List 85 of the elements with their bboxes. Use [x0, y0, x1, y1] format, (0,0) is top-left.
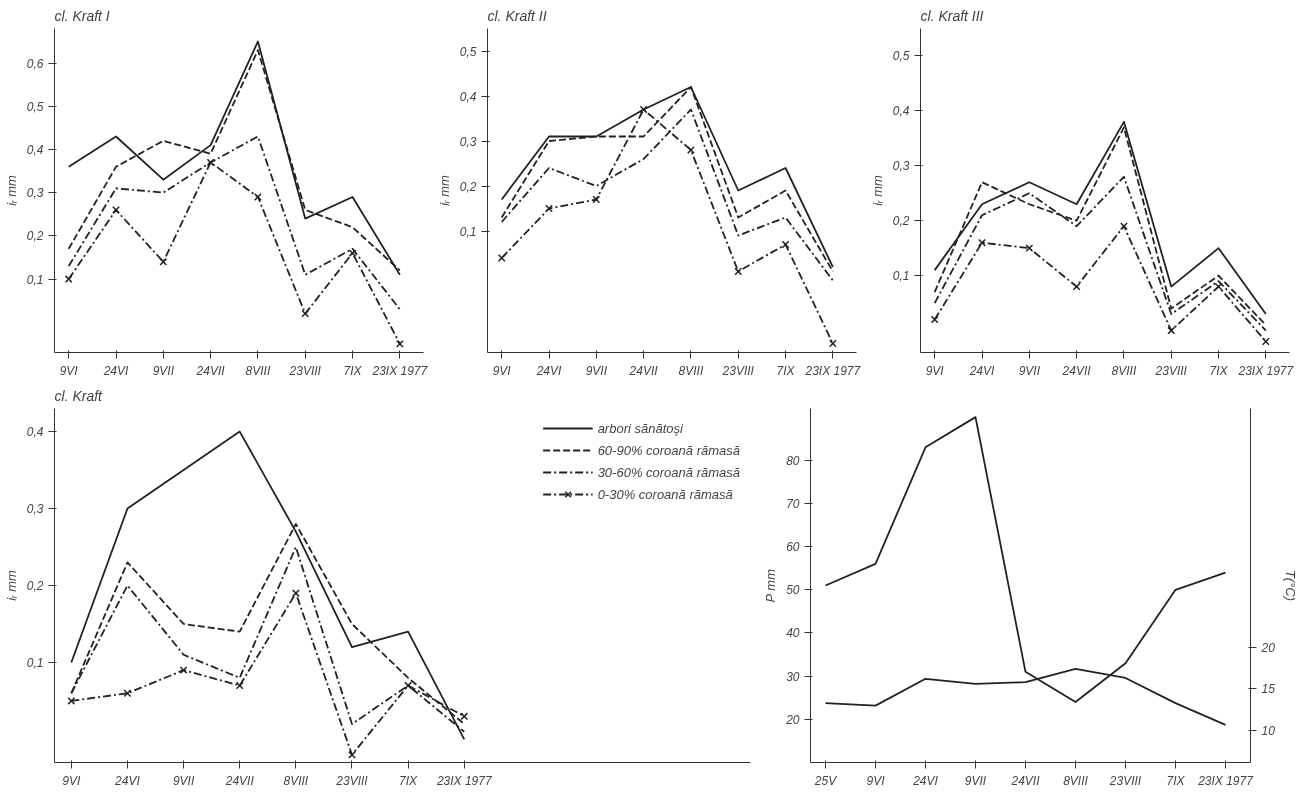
x-tick-label: 9VI: [62, 773, 82, 788]
x-tick-label: 23IX 1977: [804, 363, 862, 378]
y-tick-label: 0,4: [459, 89, 477, 104]
chart-title: cl. Kraft II: [487, 7, 547, 24]
x-tick-label: 24VII: [1010, 773, 1041, 788]
x-tick-label: 23VIII: [335, 773, 369, 788]
x-tick-label: 9VII: [585, 363, 608, 378]
x-tick-label: 8VIII: [1063, 773, 1089, 788]
x-tick-label: 7IX: [1209, 363, 1229, 378]
y-tick-label: 0,2: [26, 229, 44, 244]
x-tick-label: 24VI: [535, 363, 563, 378]
y-tick-label: 0,1: [26, 272, 44, 287]
x-tick-label: 23IX 1977: [1197, 773, 1255, 788]
x-tick-label: 9VII: [152, 363, 175, 378]
y-tick-label: 0,1: [26, 655, 44, 670]
x-tick-label: 9VII: [1018, 363, 1041, 378]
x-tick-label: 24VII: [1061, 363, 1092, 378]
chart-title: cl. Kraft I: [54, 7, 110, 24]
y-tick-label: 20: [785, 712, 800, 727]
x-tick-label: 7IX: [343, 363, 363, 378]
x-tick-label: 23VIII: [1154, 363, 1188, 378]
y2-tick-label: 10: [1261, 724, 1276, 739]
y-tick-label: 0,5: [26, 99, 44, 114]
x-tick-label: 23IX 1977: [435, 773, 493, 788]
y-tick-label: 0,2: [459, 179, 477, 194]
x-tick-label: 25V: [813, 773, 838, 788]
x-tick-label: 24VI: [968, 363, 996, 378]
y-axis-title: iᵣ mm: [436, 175, 452, 206]
y-tick-label: 0,1: [892, 269, 910, 284]
y-axis-title: P mm: [763, 568, 779, 603]
x-tick-label: 7IX: [776, 363, 796, 378]
y-tick-label: 50: [786, 583, 800, 598]
y-tick-label: 0,5: [459, 44, 477, 59]
y-tick-label: 70: [786, 496, 800, 511]
x-tick-label: 23VIII: [1108, 773, 1142, 788]
y-tick-label: 0,4: [892, 104, 910, 119]
x-tick-label: 24VI: [912, 773, 939, 788]
y-tick-label: 0,1: [459, 224, 477, 239]
y-tick-label: 0,6: [26, 56, 44, 71]
x-tick-label: 9VI: [492, 363, 512, 378]
x-tick-label: 23IX 1977: [1237, 363, 1295, 378]
x-tick-label: 9VII: [964, 773, 987, 788]
y-tick-label: 0,3: [892, 159, 910, 174]
y-axis-title: iᵣ mm: [869, 175, 885, 206]
x-tick-label: 23VIII: [288, 363, 322, 378]
y-axis-title: iᵣ mm: [3, 175, 19, 206]
legend-label: 60-90% coroană rămasă: [597, 442, 740, 458]
y-tick-label: 60: [786, 540, 800, 555]
y-tick-label: 30: [786, 669, 800, 684]
x-tick-label: 9VI: [59, 363, 79, 378]
y-tick-label: 0,4: [26, 142, 44, 157]
y-axis-title: iᵣ mm: [3, 570, 19, 601]
y-tick-label: 0,2: [26, 579, 44, 593]
x-tick-label: 7IX: [1166, 773, 1186, 788]
x-tick-label: 24VI: [102, 363, 130, 378]
x-tick-label: 9VII: [172, 773, 195, 788]
x-tick-label: 9VI: [925, 363, 945, 378]
x-tick-label: 8VIII: [283, 773, 309, 788]
chart-title: cl. Kraft III: [920, 7, 984, 24]
x-tick-label: 23VIII: [721, 363, 755, 378]
y2-tick-label: 20: [1260, 640, 1276, 655]
chart-title: cl. Kraft: [54, 387, 104, 404]
y-tick-label: 0,2: [892, 214, 910, 229]
legend-label: arbori sănătoşi: [597, 420, 683, 436]
y-tick-label: 0,3: [26, 186, 44, 201]
x-tick-label: 8VIII: [245, 363, 271, 378]
y2-tick-label: 15: [1261, 682, 1276, 697]
x-tick-label: 7IX: [399, 773, 419, 788]
y-tick-label: 0,3: [26, 502, 44, 517]
x-tick-label: 24VII: [195, 363, 226, 378]
y2-axis-title: T(°C): [1282, 569, 1298, 602]
y-tick-label: 0,4: [26, 425, 44, 440]
y-tick-label: 80: [786, 453, 800, 468]
x-tick-label: 24VII: [628, 363, 659, 378]
legend-label: 0-30% coroană rămasă: [597, 486, 733, 502]
x-tick-label: 24VI: [114, 773, 141, 788]
x-tick-label: 24VII: [224, 773, 255, 788]
x-tick-label: 9VI: [866, 773, 886, 788]
y-tick-label: 40: [786, 626, 800, 641]
y-tick-label: 0,5: [892, 49, 910, 64]
x-tick-label: 8VIII: [678, 363, 704, 378]
x-tick-label: 8VIII: [1111, 363, 1137, 378]
legend-label: 30-60% coroană rămasă: [597, 464, 740, 480]
y-tick-label: 0,3: [459, 134, 477, 149]
x-tick-label: 23IX 1977: [371, 363, 429, 378]
